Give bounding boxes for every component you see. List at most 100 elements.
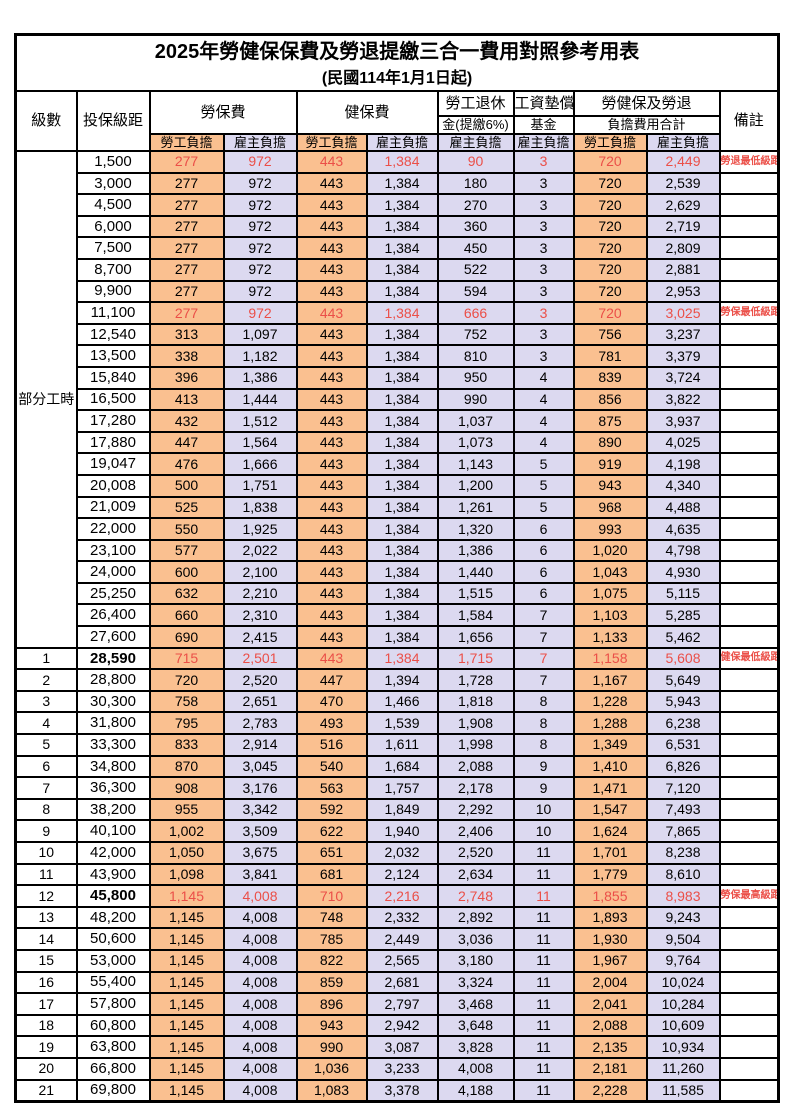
cell-value: 3,036 <box>436 927 515 951</box>
cell-value: 720 <box>572 236 648 260</box>
cell-note <box>718 538 780 563</box>
cell-value: 8 <box>512 733 575 757</box>
cell-value: 1,145 <box>148 927 225 951</box>
cell-value: 1,143 <box>436 452 515 476</box>
cell-value: 6,826 <box>645 754 721 779</box>
cell-bracket: 22,000 <box>75 517 151 541</box>
cell-note <box>718 797 780 822</box>
table-row: 20 66,800 1,145 4,008 1,036 3,233 4,008 11 2,181… <box>14 1056 780 1081</box>
table-row: 19 63,800 1,145 4,008 990 3,087 3,828 11 2,135 10… <box>14 1035 780 1059</box>
cell-value: 1,384 <box>365 236 439 260</box>
table-row: 24,000 600 2,100 443 1,384 1,440 6 1,043 4,930 <box>16 560 780 584</box>
cell-note <box>718 776 780 800</box>
cell-value: 2,088 <box>436 754 515 779</box>
table-row: 8,700 277 972 443 1,384 522 3 720 2,881 <box>16 257 780 282</box>
cell-value: 7,865 <box>645 819 721 843</box>
cell-value: 516 <box>295 733 368 757</box>
col-header-employee-share: 勞工負擔 <box>295 133 368 152</box>
cell-value: 1,440 <box>436 560 515 584</box>
cell-value: 2,797 <box>365 992 439 1016</box>
cell-value: 720 <box>572 301 648 325</box>
col-header-employer-share: 雇主負擔 <box>222 133 298 152</box>
cell-value: 1,666 <box>222 452 298 476</box>
cell-note <box>718 625 780 649</box>
cell-value: 3,324 <box>436 970 515 995</box>
cell-value: 2,210 <box>222 581 298 606</box>
cell-value: 1,386 <box>222 365 298 390</box>
cell-value: 2,292 <box>436 797 515 822</box>
cell-value: 6 <box>512 560 575 584</box>
table-row: 13,500 338 1,182 443 1,384 810 3 781 3,379 <box>16 344 780 368</box>
cell-value: 839 <box>572 365 648 390</box>
cell-value: 1,410 <box>572 754 648 779</box>
cell-value: 277 <box>148 279 225 304</box>
cell-value: 90 <box>436 150 515 174</box>
cell-note <box>718 948 780 973</box>
cell-value: 6 <box>512 517 575 541</box>
col-header-wage-fund-line1: 工資墊償 <box>512 90 575 117</box>
cell-value: 9,243 <box>645 905 721 930</box>
cell-bracket: 13,500 <box>75 344 151 368</box>
cell-value: 443 <box>295 365 368 390</box>
cell-value: 10 <box>512 819 575 843</box>
cell-value: 3 <box>512 301 575 325</box>
table-row: 23,100 577 2,022 443 1,384 1,386 6 1,020 4,798 <box>16 538 780 563</box>
cell-bracket: 45,800 <box>75 884 151 908</box>
cell-note <box>718 517 780 541</box>
table-row: 3 30,300 758 2,651 470 1,466 1,818 8 1,228 5,943 <box>14 689 780 714</box>
cell-value: 10,024 <box>645 970 721 995</box>
cell-level: 4 <box>14 711 78 736</box>
cell-value: 3,822 <box>645 387 721 412</box>
cell-bracket: 55,400 <box>75 970 151 995</box>
cell-value: 443 <box>295 603 368 628</box>
cell-bracket: 25,250 <box>75 581 151 606</box>
col-header-employer-share: 雇主負擔 <box>512 133 575 152</box>
cell-value: 277 <box>148 171 225 196</box>
cell-value: 11 <box>512 841 575 865</box>
cell-value: 1,036 <box>295 1056 368 1081</box>
cell-value: 1,073 <box>436 430 515 455</box>
cell-value: 1,515 <box>436 581 515 606</box>
cell-value: 1,384 <box>365 279 439 304</box>
cell-value: 396 <box>148 365 225 390</box>
cell-value: 3 <box>512 322 575 347</box>
cell-value: 1,349 <box>572 733 648 757</box>
cell-value: 1,133 <box>572 625 648 649</box>
cell-note <box>718 603 780 628</box>
cell-value: 6 <box>512 538 575 563</box>
cell-value: 632 <box>148 581 225 606</box>
cell-bracket: 28,800 <box>75 668 151 692</box>
cell-value: 1,849 <box>365 797 439 822</box>
table-row: 9 40,100 1,002 3,509 622 1,940 2,406 10 1,624 7,8… <box>14 819 780 843</box>
cell-value: 7,493 <box>645 797 721 822</box>
cell-value: 972 <box>222 257 298 282</box>
cell-value: 10,284 <box>645 992 721 1016</box>
cell-note <box>718 689 780 714</box>
cell-note <box>718 257 780 282</box>
cell-value: 4 <box>512 430 575 455</box>
cell-value: 1,547 <box>572 797 648 822</box>
cell-bracket: 43,900 <box>75 862 151 887</box>
cell-value: 2,415 <box>222 625 298 649</box>
cell-value: 3 <box>512 193 575 217</box>
table-header: 2025年勞健保保費及勞退提繳三合一費用對照參考用表 (民國114年1月1日起)… <box>14 33 780 152</box>
cell-value: 856 <box>572 387 648 412</box>
cell-value: 11 <box>512 1013 575 1038</box>
cell-value: 2,565 <box>365 948 439 973</box>
cell-value: 1,386 <box>436 538 515 563</box>
cell-value: 2,041 <box>572 992 648 1016</box>
cell-value: 4,025 <box>645 430 721 455</box>
cell-value: 720 <box>572 150 648 174</box>
cell-note <box>718 473 780 498</box>
cell-value: 720 <box>148 668 225 692</box>
cell-value: 470 <box>295 689 368 714</box>
cell-value: 1,779 <box>572 862 648 887</box>
cell-bracket: 26,400 <box>75 603 151 628</box>
cell-value: 2,892 <box>436 905 515 930</box>
cell-value: 972 <box>222 301 298 325</box>
cell-value: 3,176 <box>222 776 298 800</box>
cell-value: 758 <box>148 689 225 714</box>
cell-value: 2,310 <box>222 603 298 628</box>
cell-value: 1,158 <box>572 646 648 671</box>
cell-value: 6 <box>512 581 575 606</box>
